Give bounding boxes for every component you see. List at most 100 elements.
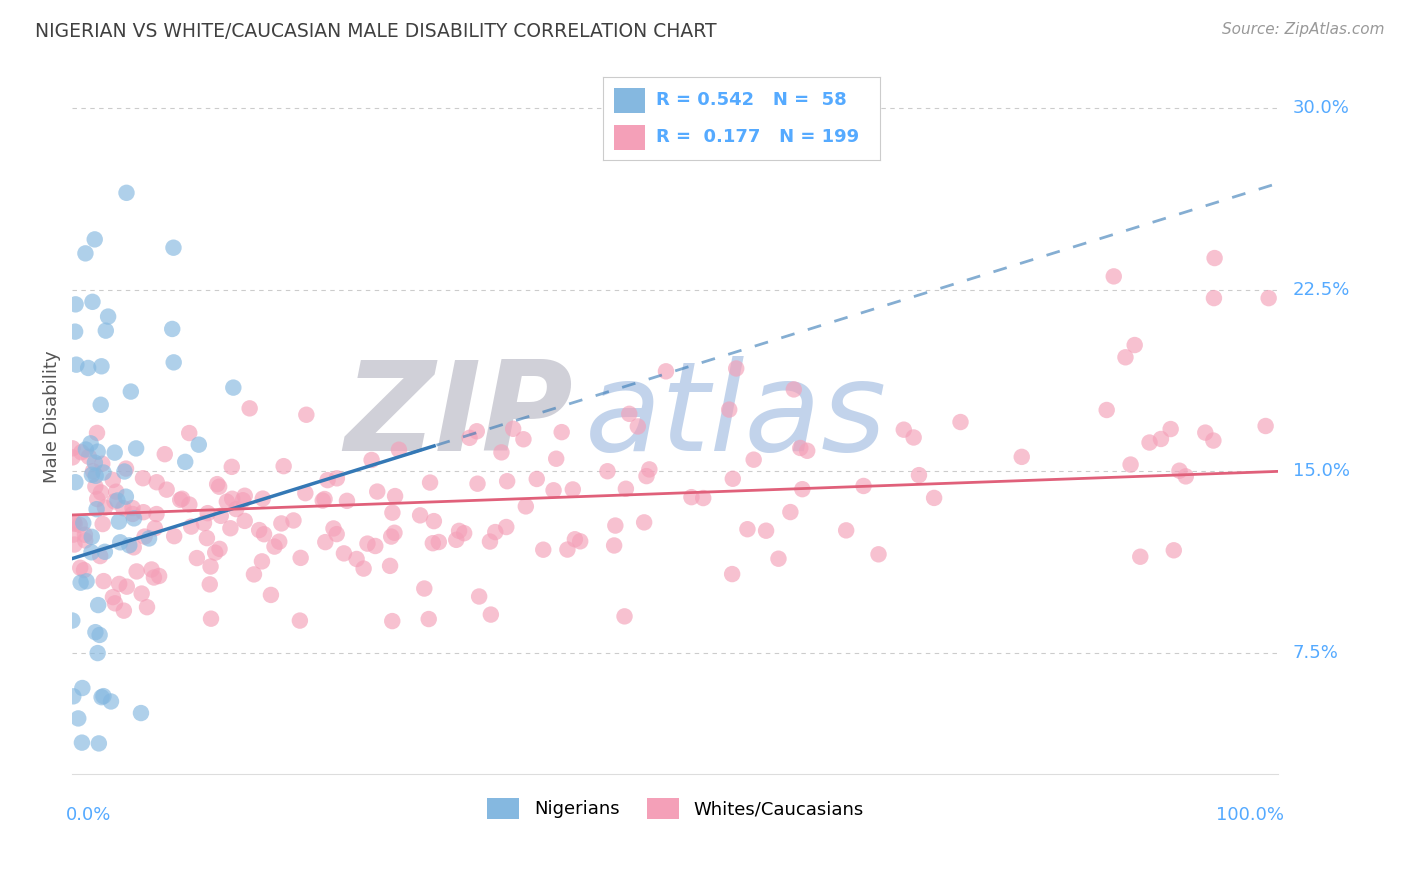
Point xyxy=(232,493,254,508)
Point xyxy=(550,425,572,439)
Point xyxy=(1129,549,1152,564)
Point xyxy=(132,505,155,519)
Point xyxy=(136,600,159,615)
Point xyxy=(142,570,165,584)
Point xyxy=(93,466,115,480)
Point xyxy=(72,681,94,695)
Point xyxy=(79,436,101,450)
Point xyxy=(77,361,100,376)
Point xyxy=(449,524,471,538)
Point xyxy=(107,493,129,508)
Point xyxy=(605,518,627,533)
Point xyxy=(163,529,186,543)
Text: atlas: atlas xyxy=(585,357,887,477)
Point xyxy=(77,450,100,464)
Point xyxy=(94,324,117,338)
Point xyxy=(83,232,105,246)
Point xyxy=(295,408,318,422)
Y-axis label: Male Disability: Male Disability xyxy=(44,351,60,483)
Point xyxy=(110,535,132,549)
Point xyxy=(263,540,285,554)
Text: 0.0%: 0.0% xyxy=(66,806,111,824)
Point xyxy=(233,489,256,503)
Point xyxy=(384,489,406,503)
Point xyxy=(922,491,945,505)
Point xyxy=(465,424,488,438)
Point xyxy=(115,186,138,200)
Point xyxy=(692,491,714,505)
Point xyxy=(179,425,201,440)
Point xyxy=(1204,251,1226,265)
Point xyxy=(65,475,87,490)
Point xyxy=(360,453,382,467)
Point xyxy=(388,442,411,457)
Point xyxy=(491,445,513,459)
Point xyxy=(90,398,112,412)
Point xyxy=(1123,338,1146,352)
Point xyxy=(200,612,222,626)
Point xyxy=(314,535,336,549)
Point xyxy=(283,513,305,527)
Point xyxy=(82,464,104,478)
Point xyxy=(380,530,402,544)
Point xyxy=(186,551,208,566)
Point xyxy=(233,514,256,528)
Point xyxy=(70,736,93,750)
Point xyxy=(86,492,108,507)
Point xyxy=(101,590,124,604)
Point xyxy=(132,471,155,485)
Point xyxy=(326,471,349,485)
Point xyxy=(62,442,84,456)
Point xyxy=(86,444,108,458)
Point xyxy=(63,537,86,551)
Point xyxy=(122,511,145,525)
Point xyxy=(903,430,925,444)
Point xyxy=(108,577,131,591)
Point xyxy=(543,483,565,498)
Point xyxy=(86,502,108,516)
Point xyxy=(208,541,231,556)
Point xyxy=(112,501,135,516)
Point xyxy=(94,500,117,515)
Point xyxy=(596,464,619,478)
Point xyxy=(742,452,765,467)
Point xyxy=(515,500,537,514)
Point xyxy=(204,546,226,560)
Point xyxy=(72,516,94,530)
Point xyxy=(638,462,661,476)
Point xyxy=(148,569,170,583)
Point xyxy=(290,550,312,565)
Point xyxy=(219,521,242,535)
Point xyxy=(75,533,97,548)
Point xyxy=(125,565,148,579)
Point xyxy=(121,507,143,521)
Text: 22.5%: 22.5% xyxy=(1294,281,1350,299)
Point xyxy=(381,614,404,628)
Point xyxy=(633,516,655,530)
Point xyxy=(419,475,441,490)
Point xyxy=(366,484,388,499)
Point xyxy=(1163,543,1185,558)
Point xyxy=(1168,464,1191,478)
Text: Source: ZipAtlas.com: Source: ZipAtlas.com xyxy=(1222,22,1385,37)
Point xyxy=(86,425,108,440)
Point xyxy=(1254,419,1277,434)
Point xyxy=(215,494,238,508)
Point xyxy=(174,455,197,469)
Point xyxy=(163,355,186,369)
Point xyxy=(1095,403,1118,417)
Point xyxy=(82,294,104,309)
Point xyxy=(655,364,678,378)
Point xyxy=(80,530,103,544)
Point xyxy=(198,577,221,591)
Point xyxy=(852,479,875,493)
Point xyxy=(949,415,972,429)
Point xyxy=(378,558,401,573)
Point xyxy=(93,574,115,588)
Point xyxy=(121,501,143,516)
Point xyxy=(721,472,744,486)
Point xyxy=(200,559,222,574)
Point xyxy=(294,486,316,500)
Point xyxy=(333,546,356,560)
Point xyxy=(792,482,814,496)
